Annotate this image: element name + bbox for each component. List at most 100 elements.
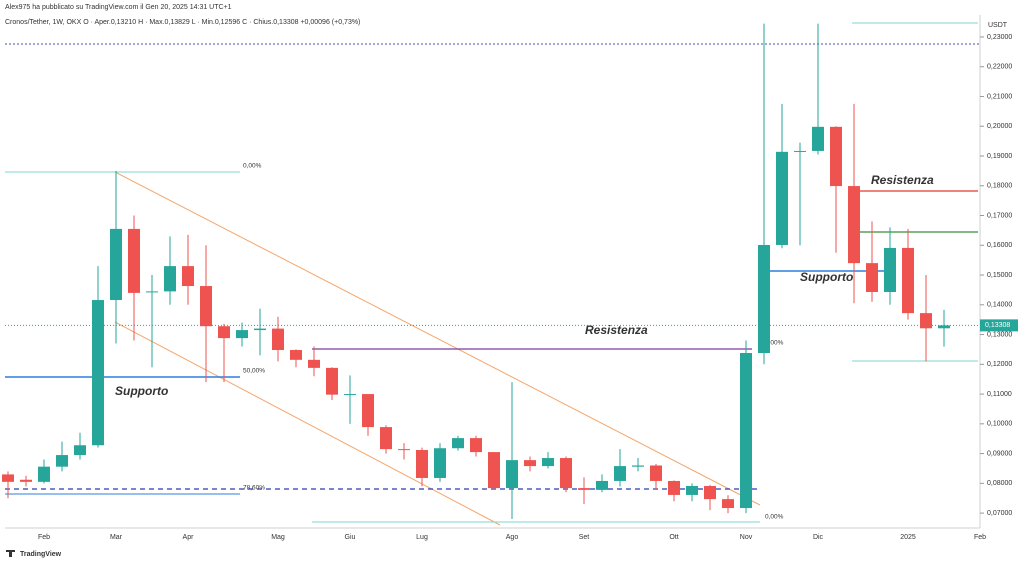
candle-body xyxy=(542,458,554,467)
candle-body xyxy=(686,486,698,495)
candle-body xyxy=(272,328,284,351)
candle-body xyxy=(812,126,824,151)
logo-icon xyxy=(6,550,15,557)
candle-body xyxy=(146,291,158,293)
candle-body xyxy=(704,486,716,500)
candle-body xyxy=(488,452,500,489)
candle-body xyxy=(506,460,518,489)
candle-body xyxy=(290,350,302,360)
last-price-box xyxy=(980,319,1018,332)
candle-body xyxy=(308,359,320,368)
candle-body xyxy=(740,352,752,509)
resistance-label: Resistenza xyxy=(585,323,648,337)
candle-body xyxy=(668,480,680,495)
candle-body xyxy=(470,438,482,453)
legend: Cronos/Tether, 1W, OKX O · Aper.0,13210 … xyxy=(5,19,360,26)
y-tick-label: 0,09000 xyxy=(987,450,1012,457)
candle-body xyxy=(56,455,68,467)
candle-body xyxy=(92,300,104,446)
y-tick-label: 0,10000 xyxy=(987,421,1012,428)
candle-body xyxy=(344,394,356,396)
candle-body xyxy=(794,150,806,152)
y-tick-label: 0,07000 xyxy=(987,510,1012,517)
support-label: Supporto xyxy=(115,384,168,398)
y-tick-label: 0,16000 xyxy=(987,242,1012,249)
candle-body xyxy=(776,151,788,245)
fib-label: 0,00% xyxy=(243,163,262,170)
candle-body xyxy=(632,465,644,467)
candle-body xyxy=(848,186,860,264)
resistance-label: Resistenza xyxy=(871,173,934,187)
candle-body xyxy=(164,266,176,292)
currency-label: USDT xyxy=(988,22,1008,29)
candle-body xyxy=(254,328,266,331)
candle-body xyxy=(74,445,86,456)
candle-body xyxy=(758,244,770,353)
candle-body xyxy=(938,325,950,329)
y-tick-label: 0,08000 xyxy=(987,480,1012,487)
fib-label: 0,00% xyxy=(765,514,784,521)
candle-body xyxy=(920,313,932,329)
fib-label: 78,60% xyxy=(243,485,265,492)
x-tick-label: Ago xyxy=(506,534,519,541)
candle-body xyxy=(38,466,50,482)
candle-body xyxy=(722,499,734,509)
candle-body xyxy=(110,228,122,301)
candle-body xyxy=(236,330,248,339)
candle-body xyxy=(884,247,896,292)
candle-body xyxy=(20,479,32,482)
y-tick-label: 0,21000 xyxy=(987,93,1012,100)
candle-body xyxy=(830,126,842,187)
x-tick-label: Dic xyxy=(813,534,824,541)
x-tick-label: Mag xyxy=(271,534,285,541)
y-tick-label: 0,17000 xyxy=(987,212,1012,219)
candle-body xyxy=(902,247,914,314)
y-tick-label: 0,12000 xyxy=(987,361,1012,368)
candle-body xyxy=(560,458,572,489)
channel-lower xyxy=(114,321,501,526)
candle-body xyxy=(434,448,446,478)
last-price-label: 0,13308 xyxy=(985,322,1010,329)
candle-body xyxy=(2,474,14,482)
candle-body xyxy=(596,480,608,490)
candle-body xyxy=(416,450,428,478)
candle-body xyxy=(380,427,392,450)
y-tick-label: 0,23000 xyxy=(987,34,1012,41)
candle-body xyxy=(614,466,626,481)
x-tick-label: Lug xyxy=(416,534,428,541)
y-tick-label: 0,15000 xyxy=(987,272,1012,279)
x-tick-label: Ott xyxy=(669,534,678,541)
y-tick-label: 0,11000 xyxy=(987,391,1012,398)
x-tick-label: 2025 xyxy=(900,534,916,541)
x-tick-label: Giu xyxy=(345,534,356,541)
candle-body xyxy=(452,438,464,449)
y-tick-label: 0,22000 xyxy=(987,64,1012,71)
x-tick-label: Mar xyxy=(110,534,123,541)
candle-body xyxy=(182,266,194,287)
y-tick-label: 0,18000 xyxy=(987,183,1012,190)
candle-body xyxy=(398,449,410,451)
candle-body xyxy=(578,488,590,490)
candle-body xyxy=(326,367,338,395)
candle-body xyxy=(362,394,374,428)
x-tick-label: Apr xyxy=(183,534,195,541)
y-tick-label: 0,20000 xyxy=(987,123,1012,130)
candle-body xyxy=(128,228,140,293)
candle-body xyxy=(200,286,212,327)
x-tick-label: Feb xyxy=(38,534,50,541)
candle-body xyxy=(218,326,230,339)
fib-label: 0,00% xyxy=(765,340,784,347)
y-tick-label: 0,19000 xyxy=(987,153,1012,160)
fib-label: 50,00% xyxy=(243,368,265,375)
x-tick-label: Nov xyxy=(740,534,753,541)
channel-upper xyxy=(114,171,761,506)
footer-logo: TradingView xyxy=(20,551,62,558)
x-tick-label: Feb xyxy=(974,534,986,541)
candle-body xyxy=(866,263,878,292)
y-tick-label: 0,13000 xyxy=(987,331,1012,338)
support-label: Supporto xyxy=(800,270,853,284)
published-note: Alex975 ha pubblicato su TradingView.com… xyxy=(5,4,232,11)
candle-body xyxy=(650,465,662,481)
y-tick-label: 0,14000 xyxy=(987,302,1012,309)
